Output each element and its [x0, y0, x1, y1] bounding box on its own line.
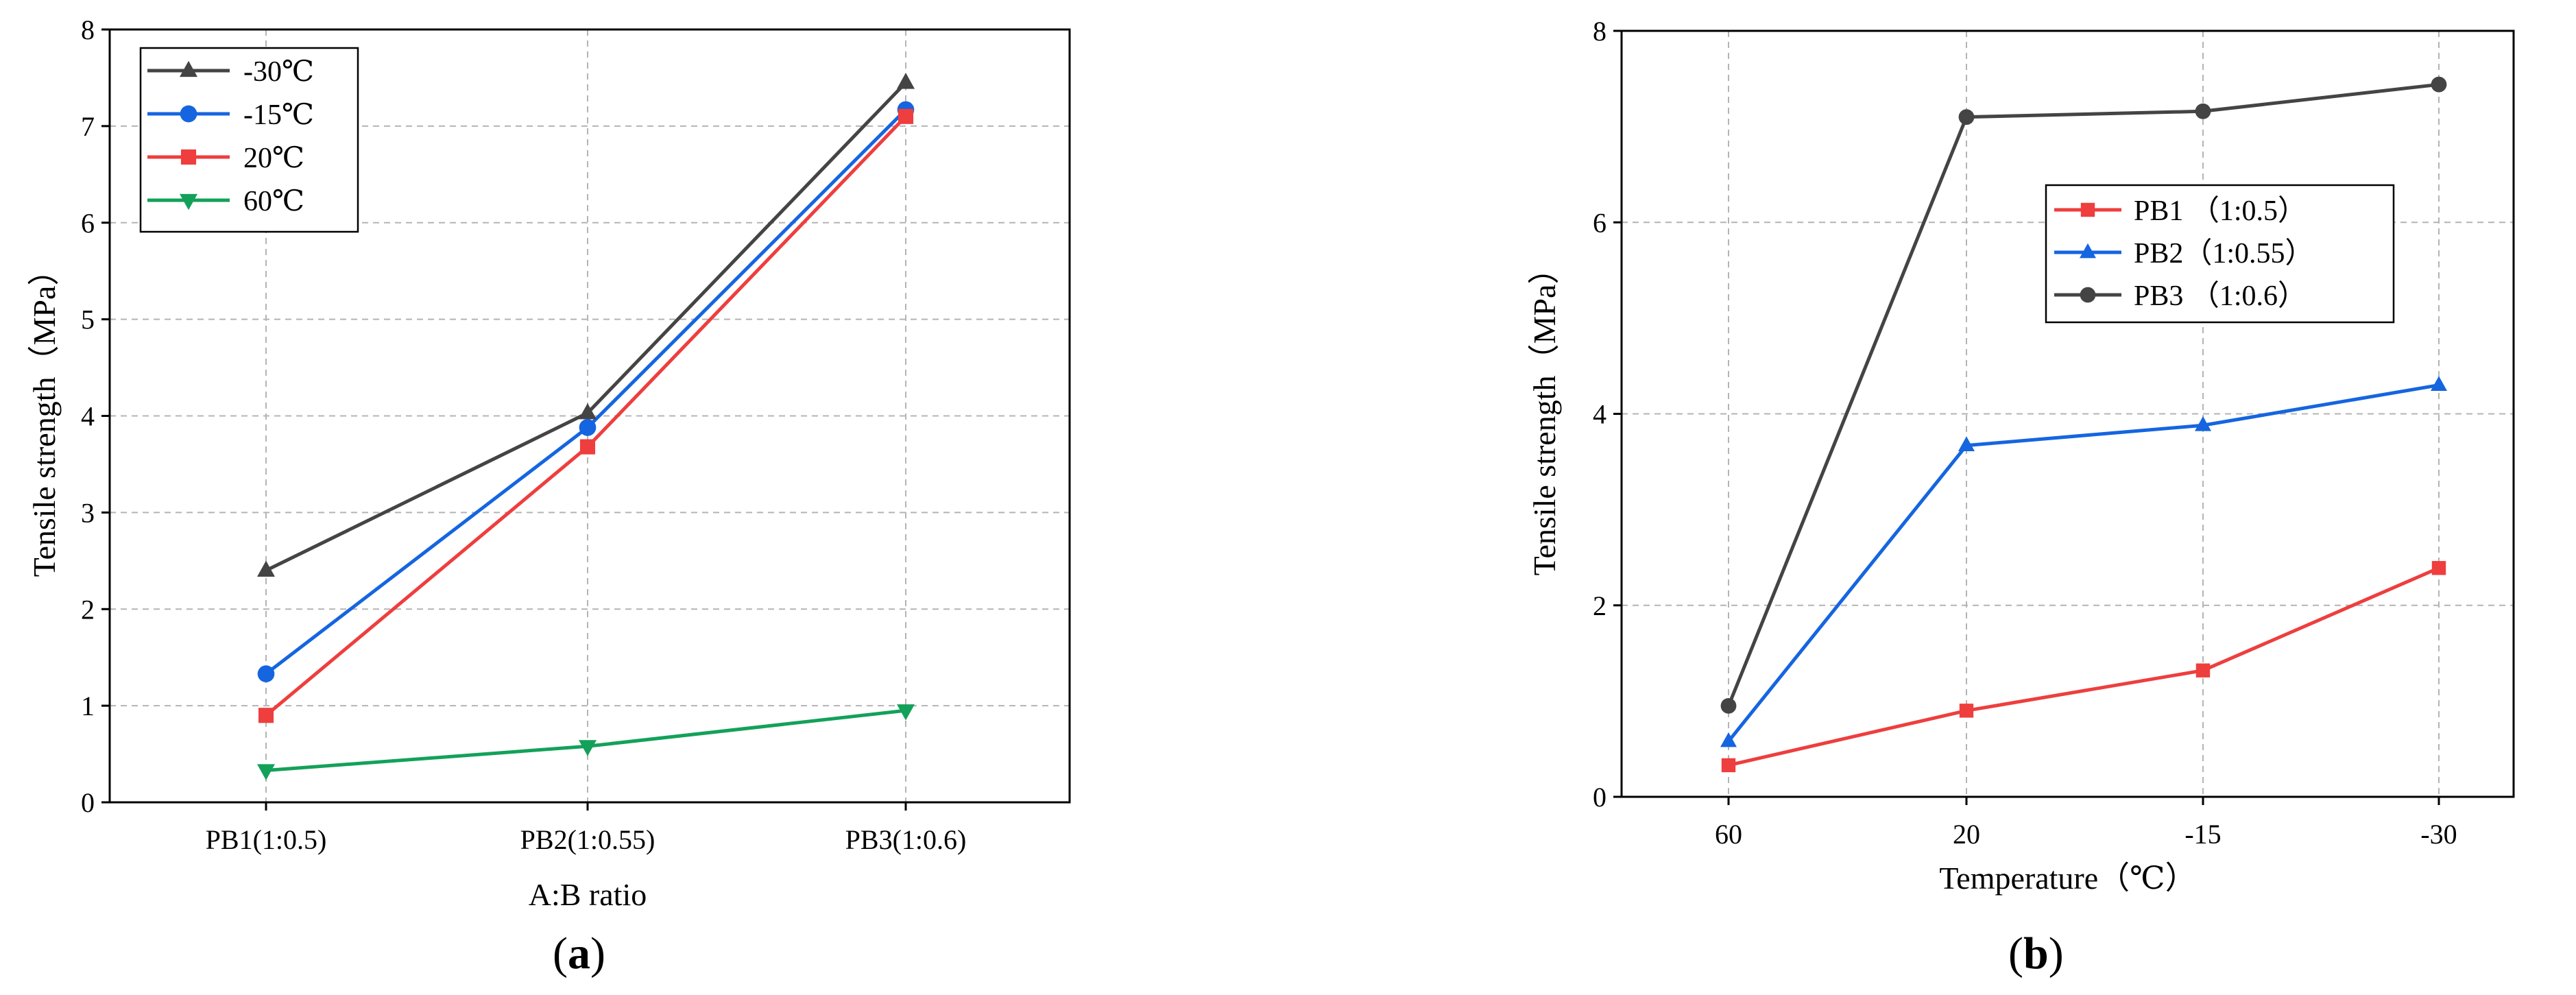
chart-a-x-axis-title: A:B ratio [529, 877, 647, 912]
chart-b-data-point [1959, 704, 1974, 718]
chart-a-legend-marker [180, 193, 197, 211]
chart-a-y-tick-label: 8 [81, 14, 95, 45]
chart-a-y-tick-label: 2 [81, 594, 95, 625]
chart-b-data-point [2195, 663, 2211, 678]
chart-b-data-point [1958, 436, 1975, 451]
chart-a-y-tick-label: 0 [81, 787, 95, 818]
chart-b-y-tick-label: 4 [1593, 399, 1606, 430]
chart-b-data-point [1958, 109, 1975, 125]
chart-b-x-tick-label: -15 [2184, 819, 2221, 850]
chart-a-axis-ticks [101, 28, 907, 811]
chart-a-y-tick-label: 1 [81, 691, 95, 721]
chart-b-data-point [2431, 76, 2447, 93]
chart-b-data-point [2195, 103, 2211, 119]
chart-b-legend-label: PB1 （1:0.5） [2134, 195, 2307, 227]
chart-a-data-point [579, 419, 597, 436]
chart-a-legend-marker [180, 105, 197, 123]
chart-a-y-tick-label: 6 [81, 208, 95, 239]
chart-a-series-line-0 [265, 81, 907, 573]
chart-a-data-point [897, 704, 915, 721]
chart-b-gridlines [1622, 31, 2514, 797]
chart-b-y-tick-label: 0 [1593, 782, 1606, 813]
chart-a-legend-box [139, 47, 359, 233]
chart-b-data-point [1720, 697, 1737, 714]
chart-b-x-tick-label: 20 [1953, 819, 1980, 850]
chart-b-legend-label: PB2（1:0.55） [2134, 238, 2314, 269]
chart-a-y-tick-labels: 0 1 2 3 4 5 6 7 8 [81, 14, 95, 818]
chart-a-series-line-1 [265, 108, 907, 675]
chart-a-data-point [257, 764, 275, 780]
chart-b-series-line-1 [1727, 383, 2440, 743]
chart-a-data-point [257, 665, 275, 682]
chart-a-legend-label: -30℃ [243, 56, 314, 88]
chart-a-legend-marker [180, 149, 197, 165]
chart-b-axis-ticks [1613, 29, 2440, 805]
chart-a-legend-label: 60℃ [243, 186, 304, 217]
chart-b-legend-marker [2080, 243, 2096, 259]
chart-a-x-tick-label: PB2(1:0.55) [520, 824, 655, 855]
chart-a-data-point [258, 708, 274, 723]
chart-b-data-point [2431, 561, 2446, 575]
chart-a-legend-label: 20℃ [243, 143, 304, 174]
chart-b-series-line-2 [1726, 82, 2440, 707]
chart-b-y-tick-label: 8 [1593, 16, 1606, 47]
chart-b-x-axis-title: Temperature（℃） [1939, 861, 2196, 896]
chart-a-y-tick-label: 7 [81, 111, 95, 142]
chart-a-markers [257, 73, 915, 780]
chart-a-x-tick-labels: PB1(1:0.5) PB2(1:0.55) PB3(1:0.6) [206, 824, 967, 855]
chart-b-panel-label: (b) [2008, 928, 2064, 979]
chart-a-data-point [579, 740, 597, 756]
chart-a-legend-marker [180, 60, 197, 77]
chart-b-legend-label: PB3 （1:0.6） [2134, 280, 2307, 312]
chart-a-data-point [257, 560, 275, 577]
chart-a-y-tick-label: 4 [81, 401, 95, 432]
chart-b-markers [1720, 76, 2447, 773]
chart-a-legend: -30℃ -15℃ 20℃ 60℃ [139, 47, 359, 233]
chart-b-data-point [1720, 732, 1737, 747]
chart-a-y-axis-title: Tensile strength（MPa） [27, 254, 62, 577]
chart-b-x-tick-labels: 60 20 -15 -30 [1715, 819, 2457, 850]
chart-b-y-tick-labels: 0 2 4 6 8 [1593, 16, 1606, 813]
chart-a-y-tick-label: 3 [81, 497, 95, 528]
chart-b-legend-marker [2080, 202, 2095, 217]
chart-b-series-line-0 [1728, 566, 2440, 767]
chart-a-x-tick-label: PB1(1:0.5) [206, 824, 327, 855]
chart-b-series-lines [1726, 82, 2440, 767]
chart-b-legend-marker [2080, 287, 2096, 303]
chart-a-data-point [897, 73, 915, 89]
chart-b-legend: PB1 （1:0.5） PB2（1:0.55） PB3 （1:0.6） [2045, 184, 2395, 324]
chart-a: 0 1 2 3 4 5 6 7 8 PB1(1:0.5) PB2(1:0.55) PB3(1:0.6… [27, 14, 1071, 979]
chart-a-y-tick-label: 5 [81, 304, 95, 335]
chart-b-x-tick-label: 60 [1715, 819, 1742, 850]
chart-a-x-tick-label: PB3(1:0.6) [845, 824, 967, 855]
chart-a-data-point [579, 403, 597, 420]
chart-a-data-point [579, 439, 596, 455]
chart-b-y-tick-label: 6 [1593, 207, 1606, 238]
chart-b-data-point [2195, 416, 2211, 431]
chart-b-y-tick-label: 2 [1593, 590, 1606, 621]
chart-b-data-point [2431, 376, 2447, 392]
chart-b: 0 2 4 6 8 60 20 -15 -30 Tensile strength（MPa） T… [1527, 16, 2515, 979]
chart-a-panel-label: (a) [553, 928, 605, 979]
chart-b-y-axis-title: Tensile strength（MPa） [1527, 253, 1562, 576]
chart-a-data-point [898, 108, 914, 124]
chart-b-data-point [1721, 758, 1736, 773]
chart-b-x-tick-label: -30 [2420, 819, 2457, 850]
chart-a-legend-label: -15℃ [243, 99, 314, 131]
